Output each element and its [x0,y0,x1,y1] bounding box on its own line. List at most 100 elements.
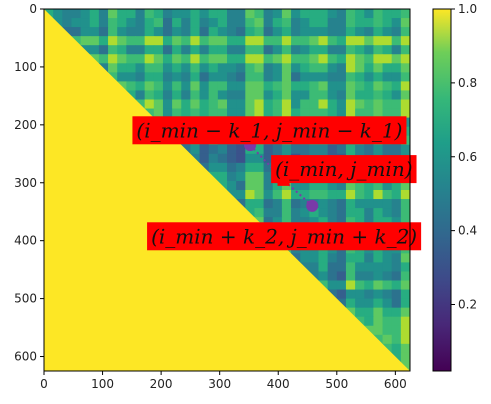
heatmap-cell [318,99,329,110]
heatmap-cell [382,9,393,19]
heatmap-cell [181,99,191,110]
heatmap-cell [345,271,356,281]
heatmap-cell [345,298,356,309]
heatmap-cell [281,208,292,218]
heatmap-cell [373,208,384,218]
heatmap-cell [309,72,319,82]
heatmap-cell [208,162,219,173]
heatmap-cell [281,36,292,46]
heatmap-cell [217,9,228,19]
heatmap-cell [318,208,329,218]
annotation-box [132,116,407,145]
heatmap-cell [153,72,164,82]
heatmap-cell [208,27,219,37]
heatmap-cell [364,217,374,227]
heatmap-cell [263,36,274,46]
heatmap-cell [373,180,384,191]
heatmap-cell [355,307,365,318]
heatmap-cell [281,45,292,55]
heatmap-cell [236,18,246,28]
heatmap-cell [327,208,338,218]
heatmap-cell [181,81,191,91]
heatmap-cell [382,289,393,300]
heatmap-cell [373,316,384,327]
heatmap-cell [382,18,393,28]
heatmap-cell [254,171,265,182]
heatmap-cell [153,27,164,37]
heatmap-cell [126,36,136,46]
heatmap-cell [336,253,347,263]
heatmap-cell [236,81,246,91]
heatmap-cell [62,9,72,19]
heatmap-cell [400,63,410,73]
heatmap-cell [364,298,374,309]
heatmap-cell [80,27,91,37]
heatmap-cell [309,108,319,119]
heatmap-cell [318,63,329,73]
heatmap-cell [217,108,228,119]
heatmap-cell [355,289,365,300]
heatmap-cell [291,180,301,191]
heatmap-cell [373,280,384,291]
heatmap-cell [254,99,265,110]
heatmap-cell [172,99,182,110]
heatmap-cell [162,108,173,119]
heatmap-cell [236,36,246,46]
annotation-box [271,155,417,184]
heatmap-cell [382,63,393,73]
heatmap-cell [217,72,228,82]
heatmap-cell [181,72,191,82]
heatmap-cell [153,18,164,28]
heatmap-cell [89,45,100,55]
heatmap-cell [336,280,347,291]
heatmap-cell [327,63,338,73]
heatmap-cell [391,316,402,327]
heatmap-cell [153,9,164,19]
heatmap-cell [245,27,255,37]
heatmap-cell [172,9,182,19]
heatmap-cell [117,45,127,55]
heatmap-cell [400,343,410,354]
heatmap-cell [364,36,374,46]
heatmap-cell [217,54,228,64]
heatmap-cell [391,208,402,218]
heatmap-cell [391,280,402,291]
heatmap-cell [318,18,329,28]
heatmap-cell [364,108,374,119]
heatmap-cell [199,18,210,28]
heatmap-cell [117,9,127,19]
heatmap-cell [227,45,237,55]
annotations: (i_min − k_1, j_min − k_1) (i_min, j_min)… [132,116,422,251]
heatmap-cell [309,45,319,55]
heatmap-cell [236,9,246,19]
heatmap-cell [391,271,402,281]
heatmap-cell [391,289,402,300]
heatmap-cell [208,45,219,55]
heatmap-cell [245,63,255,73]
heatmap-cell [391,36,402,46]
heatmap-cell [355,208,365,218]
heatmap-cell [227,99,237,110]
heatmap-cell [144,18,155,28]
colorbar [432,8,452,372]
heatmap-cell [98,54,109,64]
heatmap-cell [254,108,265,119]
heatmap-cell [327,99,338,110]
heatmap-cell [190,99,201,110]
heatmap-cell [336,27,347,37]
heatmap-cell [227,18,237,28]
heatmap-cell [263,63,274,73]
heatmap-cell [263,9,274,19]
heatmap-cell [108,36,118,46]
annotation-2: (i_min + k_2, j_min + k_2) [147,222,422,251]
heatmap-cell [117,63,127,73]
heatmap-cell [245,90,255,100]
heatmap-cell [382,27,393,37]
heatmap-cell [373,253,384,263]
heatmap-cell [336,36,347,46]
heatmap-cell [172,108,182,119]
heatmap-cell [318,45,329,55]
heatmap-cell [162,9,173,19]
heatmap-cell [190,9,201,19]
heatmap-cell [263,217,274,227]
